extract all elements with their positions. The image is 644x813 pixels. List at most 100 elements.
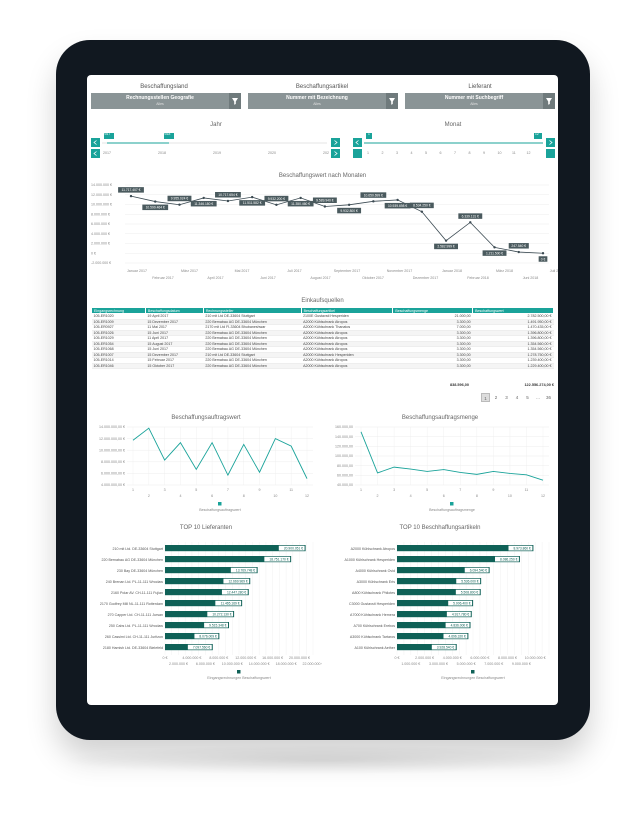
month-slider-prev2-button[interactable] bbox=[353, 149, 362, 158]
x-tick-label: April 2017 bbox=[207, 276, 223, 280]
data-label: 9.589.940 € bbox=[316, 198, 334, 202]
page-button[interactable]: 3 bbox=[505, 395, 508, 400]
col-header[interactable]: Beschaffungsdatum bbox=[144, 307, 204, 314]
table-row[interactable]: 105-ER1029 11 April 2017 220 Bernabau AG D… bbox=[91, 335, 554, 342]
month-tick: 1 bbox=[367, 151, 369, 155]
table-cell: 2170 mit Ltd FI-33604 Bhubaneshwar bbox=[203, 324, 302, 331]
data-label: 10.717.654 € bbox=[218, 193, 237, 197]
month-slider[interactable] bbox=[353, 132, 556, 162]
data-point bbox=[396, 198, 399, 202]
table-cell: 2.782.500,00 € bbox=[472, 313, 554, 320]
col-header[interactable]: Beschaffungswert bbox=[472, 307, 554, 314]
table-cell: 15 Dezember 2017 bbox=[145, 319, 204, 325]
filter-icon[interactable] bbox=[229, 93, 241, 109]
country-filter-dropdown[interactable]: Rechnungsstellen Geografie Alles bbox=[91, 93, 241, 109]
x-tick-label: Februar 2017 bbox=[152, 276, 174, 280]
bar-category-label: A2000 Kühlschrank Atropos bbox=[351, 547, 396, 551]
data-label-box bbox=[312, 197, 337, 203]
data-point bbox=[347, 203, 351, 207]
data-label: 10.939.698 € bbox=[388, 204, 407, 208]
bar-category-label: 2170 Godfrey Mill NL-11-111 Rotterdam bbox=[100, 602, 163, 606]
article-filter-sub: Alles bbox=[313, 102, 321, 106]
x-tick-label: 5.000.000 € bbox=[457, 662, 476, 666]
bar-category-label: A7000 Kühlschrank Hemera bbox=[350, 613, 395, 617]
small-chart-right: 160.000,00140.000,00120.000,00100.000,00… bbox=[335, 425, 549, 512]
data-label-box bbox=[190, 200, 217, 207]
x-tick-label: Juli 2017 bbox=[287, 269, 301, 273]
page-button[interactable]: 2 bbox=[494, 395, 498, 400]
col-header[interactable]: Eingangsrechnung bbox=[91, 307, 146, 314]
month-end-label: 12 bbox=[535, 132, 539, 136]
y-tick-label: 100.000,00 bbox=[335, 454, 353, 458]
table-cell: 1.396.800,00 € bbox=[472, 335, 554, 342]
bar-label-box bbox=[456, 578, 481, 584]
month-slider-prev-button[interactable] bbox=[353, 138, 362, 147]
table-row[interactable]: 105-ER1009 15 Dezember 2017 220 Bernabau A… bbox=[91, 319, 554, 325]
bar-category-label: A3000 Kühlschrank Tartaros bbox=[350, 635, 395, 639]
page-button[interactable]: ... bbox=[536, 395, 540, 400]
year-slider-prev-button[interactable] bbox=[91, 138, 100, 147]
month-slider-next2-button[interactable] bbox=[546, 149, 555, 158]
bar-label-box bbox=[455, 589, 480, 595]
x-tick-label: 5 bbox=[426, 488, 428, 492]
year-slider[interactable] bbox=[91, 132, 341, 162]
bar-label-box bbox=[264, 556, 291, 562]
bar-value-label: 4.836.000 € bbox=[451, 624, 469, 628]
page-button[interactable]: 1 bbox=[481, 393, 490, 402]
bar-value-label: 4.917.780 € bbox=[452, 613, 470, 617]
total-quantity: 838.596,00 bbox=[449, 383, 469, 387]
year-slider-next2-button[interactable] bbox=[331, 149, 340, 158]
x-tick-label: 11 bbox=[289, 488, 293, 492]
year-slider-start-handle[interactable] bbox=[104, 133, 114, 139]
table-row[interactable]: 105-ER1068 15 Juni 2017 220 Bernabau AG DE… bbox=[91, 346, 554, 353]
month-slider-next-button[interactable] bbox=[546, 138, 555, 147]
bar-category-label: 210 mit Ltd. DE-33604 Stuttgart bbox=[112, 547, 163, 551]
bar-label-box bbox=[431, 644, 456, 650]
table-cell: 3.300,00 bbox=[392, 330, 473, 336]
table-cell: A2000 Kühlschrank Atropos bbox=[301, 341, 393, 347]
x-tick-label: Juni 2017 bbox=[260, 276, 276, 280]
table-cell: 15 Juni 2017 bbox=[145, 346, 204, 353]
supplier-filter-dropdown[interactable]: Nummer mit Suchbegriff Alles bbox=[405, 93, 555, 109]
table-row[interactable]: 105-ER1007 15 Dezember 2017 210 mit Ltd DE… bbox=[91, 352, 554, 358]
bar-value-label: 3.928.540 € bbox=[437, 646, 455, 650]
table-cell: 105-ER1029 bbox=[91, 335, 146, 342]
year-slider-next-button[interactable] bbox=[331, 138, 340, 147]
x-tick-label: 3 bbox=[164, 488, 166, 492]
data-label-box bbox=[215, 192, 241, 198]
month-tick: 12 bbox=[526, 151, 531, 155]
table-row[interactable]: 105-ER1054 15 August 2017 220 Bernabau AG … bbox=[91, 341, 554, 347]
table-row[interactable]: 105-ER1046 15 Oktober 2017 220 Bernabau AG… bbox=[91, 363, 554, 369]
filter-icon[interactable] bbox=[386, 93, 398, 109]
bar-label-box bbox=[448, 600, 473, 606]
bar-label-box bbox=[278, 545, 305, 551]
year-slider-prev2-button[interactable] bbox=[91, 149, 100, 158]
page-button[interactable]: 4 bbox=[515, 395, 519, 400]
x-tick-label: 8 bbox=[243, 494, 245, 498]
y-tick-label: 6.000.000,00 € bbox=[101, 472, 125, 476]
table-row[interactable]: 105-ER0927 11 Mai 2017 2170 mit Ltd FI-336… bbox=[91, 324, 554, 331]
page-button[interactable]: 36 bbox=[545, 395, 551, 400]
page-button[interactable]: 5 bbox=[526, 395, 529, 400]
bar-label-box bbox=[464, 567, 489, 573]
data-point bbox=[178, 203, 181, 206]
table-row[interactable]: 105-ER1020 19 April 2017 210 mit Ltd DE-33… bbox=[91, 313, 554, 320]
table-cell: A2000 Kühlschrank Atropos bbox=[301, 335, 393, 342]
month-slider-start-handle[interactable] bbox=[366, 133, 372, 139]
filter-icon[interactable] bbox=[543, 93, 555, 109]
table-row[interactable]: 105-ER1026 15 Juni 2017 220 Bernabau AG DE… bbox=[91, 330, 554, 336]
month-slider-end-handle[interactable] bbox=[534, 133, 542, 139]
y-tick-label: 60.000,00 bbox=[337, 474, 353, 478]
data-label: 11.346.180 € bbox=[194, 202, 213, 206]
x-tick-label: 10 bbox=[273, 494, 277, 498]
bar bbox=[397, 567, 490, 574]
bar-category-label: A4000 Kühlschrank Ovid bbox=[355, 569, 395, 573]
table-cell: 15 August 2017 bbox=[145, 341, 204, 347]
year-slider-end-handle[interactable] bbox=[164, 133, 174, 139]
supplier-filter-sub: Alles bbox=[470, 102, 478, 106]
data-label-box bbox=[337, 207, 362, 214]
table-cell: 1.491.950,00 € bbox=[472, 319, 554, 325]
x-tick-label: 2 bbox=[148, 494, 150, 498]
table-row[interactable]: 105-ER1014 15 Februar 2017 220 Bernabau AG… bbox=[91, 357, 554, 364]
article-filter-dropdown[interactable]: Nummer mit Bezeichnung Alles bbox=[248, 93, 398, 109]
